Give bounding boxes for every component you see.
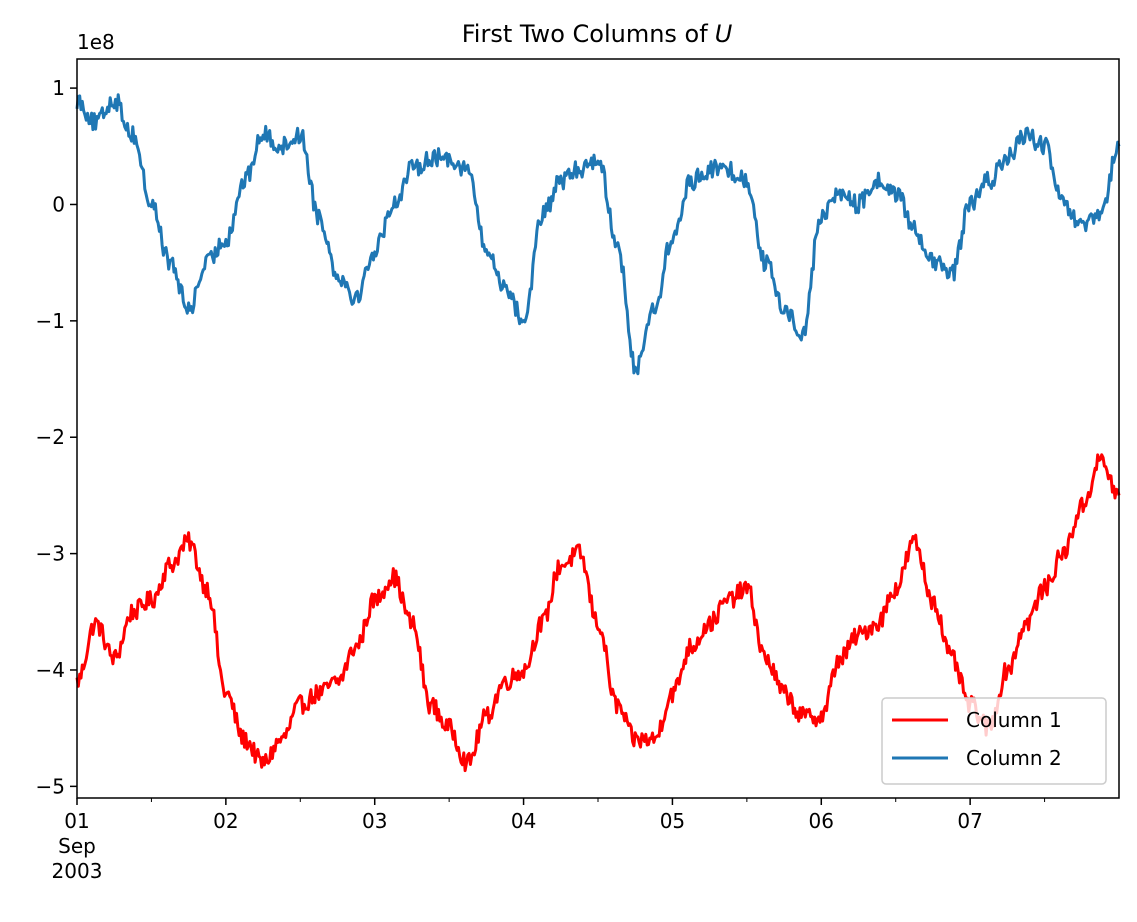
x-tick-label: 01 xyxy=(64,809,89,833)
chart-title: First Two Columns of U xyxy=(462,20,733,48)
x-tick-sublabel: 2003 xyxy=(52,859,103,883)
y-tick-label: −5 xyxy=(36,774,65,798)
y-tick-label: −2 xyxy=(36,425,65,449)
x-tick-label: 02 xyxy=(213,809,238,833)
x-tick-label: 06 xyxy=(809,809,834,833)
y-axis-offset-label: 1e8 xyxy=(77,30,115,54)
legend-label-1: Column 1 xyxy=(966,708,1062,732)
y-tick-label: −3 xyxy=(36,542,65,566)
x-tick-label: 04 xyxy=(511,809,536,833)
chart-title-variable: U xyxy=(715,20,733,48)
x-tick-label: 03 xyxy=(362,809,387,833)
y-tick-label: −1 xyxy=(36,309,65,333)
series-layer xyxy=(75,93,1121,773)
chart-title-text: First Two Columns of xyxy=(462,20,708,48)
x-tick-label: 05 xyxy=(660,809,685,833)
y-tick-label: 1 xyxy=(52,76,65,100)
y-tick-label: 0 xyxy=(52,192,65,216)
legend-label-2: Column 2 xyxy=(966,746,1062,770)
series-line-1 xyxy=(75,453,1121,773)
y-tick-label: −4 xyxy=(36,658,65,682)
legend: Column 1 Column 2 xyxy=(881,697,1107,785)
series-line-2 xyxy=(75,93,1121,376)
x-tick-label: 07 xyxy=(957,809,982,833)
x-tick-sublabel: Sep xyxy=(58,834,96,858)
